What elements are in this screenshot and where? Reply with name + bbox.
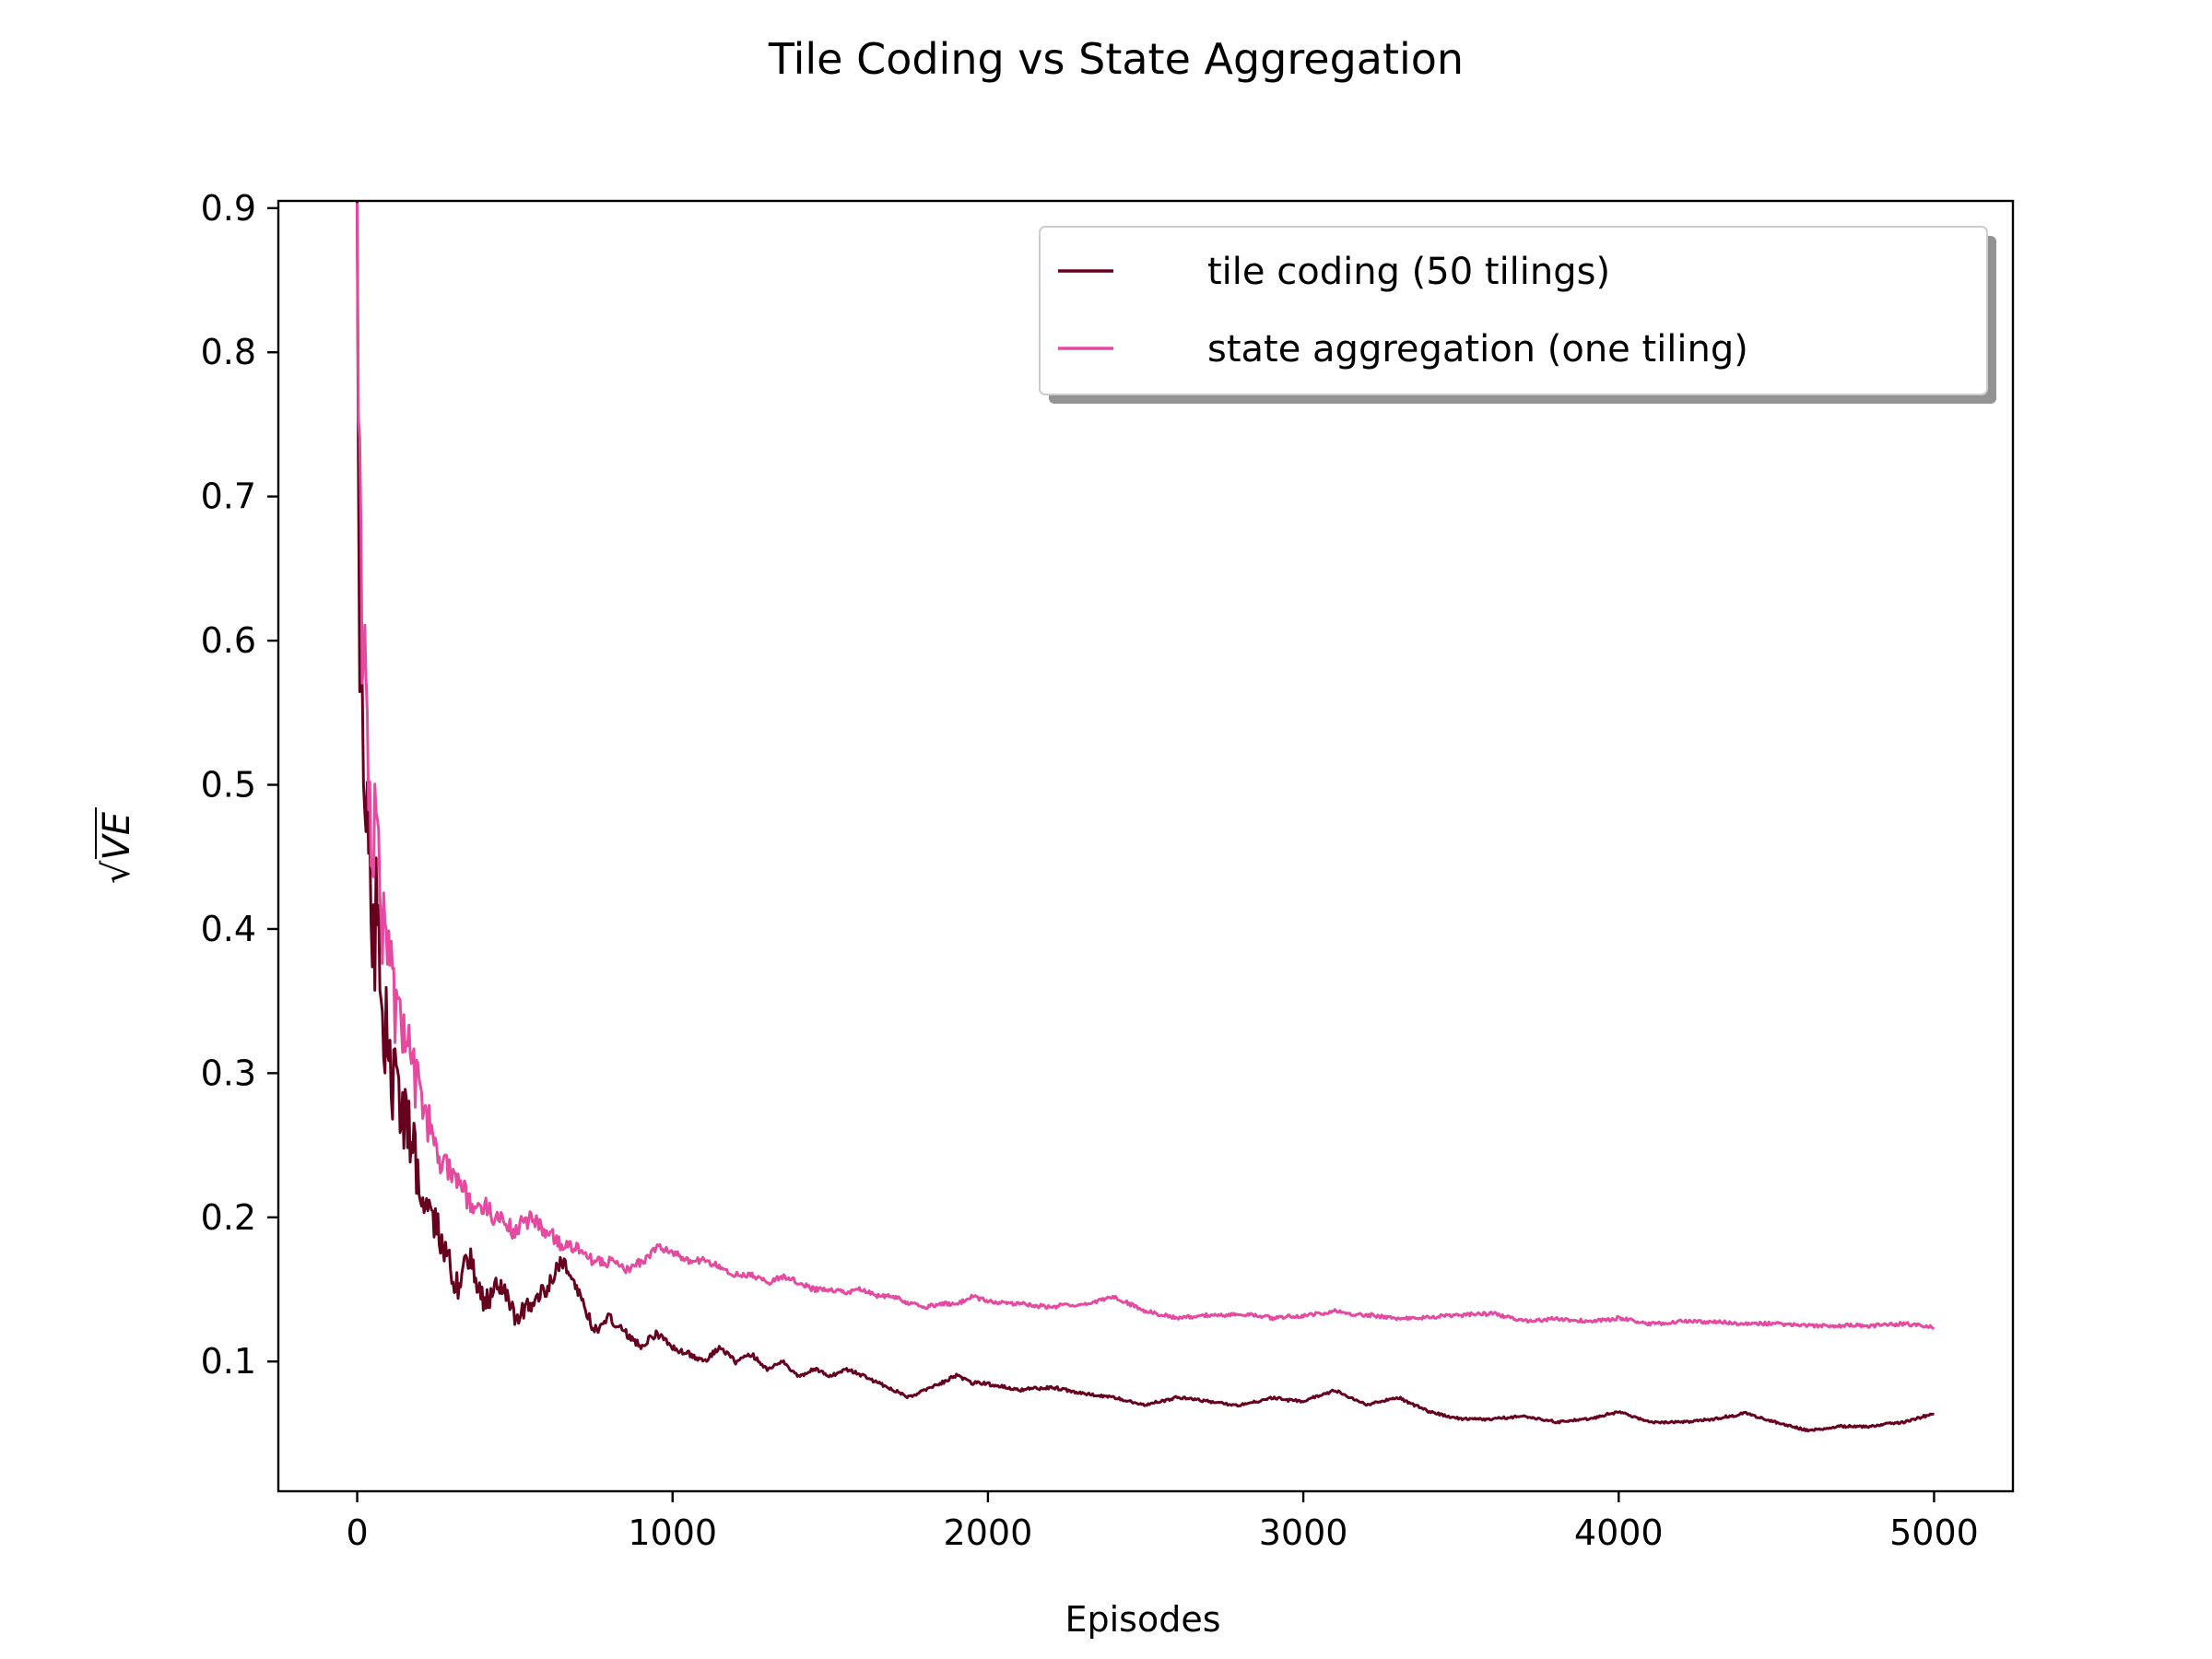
y-tick-label: 0.6: [201, 620, 256, 661]
x-axis-label: Episodes: [1065, 1599, 1220, 1640]
y-tick-label: 0.1: [201, 1341, 256, 1382]
x-tick-label: 5000: [1889, 1512, 1979, 1553]
y-tick-label: 0.7: [201, 477, 256, 517]
y-tick-label: 0.8: [201, 332, 256, 372]
y-axis-label-text: VE: [96, 811, 138, 860]
legend-label: state aggregation (one tiling): [1207, 328, 1748, 371]
y-axis-label-group: √VE: [95, 807, 138, 884]
legend-box: [1039, 226, 1988, 395]
legend-label: tile coding (50 tilings): [1207, 251, 1610, 293]
y-tick-label: 0.2: [201, 1197, 256, 1238]
series-line-tile-coding: [356, 200, 1935, 1433]
axes-frame: [276, 199, 2015, 1493]
y-tick-label: 0.3: [201, 1053, 256, 1093]
x-tick-label: 1000: [628, 1512, 717, 1553]
series-line-state-aggregation: [356, 203, 1936, 1331]
y-axis-label: √VE: [96, 811, 138, 884]
y-axis: 0.1 0.2 0.3 0.4 0.5 0.6 0.7 0.8 0.9: [201, 188, 278, 1382]
y-tick-label: 0.4: [201, 909, 256, 949]
series-layer: [356, 200, 1936, 1433]
x-axis: 0 1000 2000 3000 4000 5000: [346, 1491, 1979, 1553]
legend: tile coding (50 tilings) state aggregatio…: [1039, 226, 1996, 404]
y-tick-label: 0.9: [201, 188, 256, 229]
x-tick-label: 3000: [1259, 1512, 1348, 1553]
x-tick-label: 4000: [1574, 1512, 1664, 1553]
x-tick-label: 0: [346, 1512, 368, 1553]
y-tick-label: 0.5: [201, 765, 256, 806]
y-axis-label-radical: √: [96, 860, 138, 884]
x-tick-label: 2000: [944, 1512, 1033, 1553]
chart-title: Tile Coding vs State Aggregation: [768, 34, 1464, 84]
